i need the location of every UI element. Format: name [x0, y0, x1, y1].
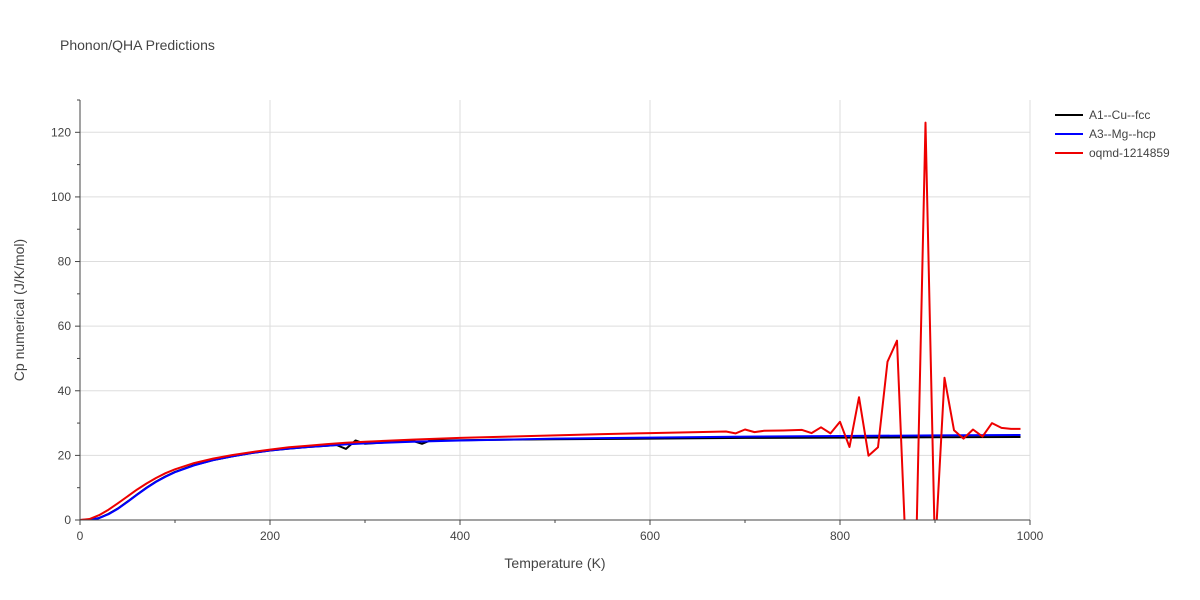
x-tick-label: 800 — [830, 529, 850, 543]
series-lines — [80, 121, 1021, 520]
y-tick-label: 120 — [51, 125, 71, 139]
x-tick-label: 400 — [450, 529, 470, 543]
y-tick-label: 80 — [58, 255, 72, 269]
y-axis-title: Cp numerical (J/K/mol) — [11, 239, 27, 381]
tick-labels: 0 200 400 600 800 1000 0 20 40 60 80 100 120 — [51, 125, 1044, 543]
x-tick-label: 1000 — [1017, 529, 1044, 543]
x-axis-title: Temperature (K) — [504, 555, 605, 571]
legend-item[interactable]: A1--Cu--fcc — [1055, 108, 1150, 122]
x-tick-label: 0 — [77, 529, 84, 543]
legend-item[interactable]: oqmd-1214859 — [1055, 146, 1170, 160]
series-line-3 — [80, 121, 1021, 520]
axes — [75, 99, 1031, 525]
y-tick-label: 20 — [58, 448, 72, 462]
legend-label: A1--Cu--fcc — [1089, 108, 1150, 122]
legend[interactable]: A1--Cu--fcc A3--Mg--hcp oqmd-1214859 — [1055, 108, 1170, 160]
legend-label: A3--Mg--hcp — [1089, 127, 1156, 141]
y-tick-label: 0 — [64, 513, 71, 527]
legend-item[interactable]: A3--Mg--hcp — [1055, 127, 1156, 141]
y-tick-label: 60 — [58, 319, 72, 333]
legend-label: oqmd-1214859 — [1089, 146, 1170, 160]
x-tick-label: 200 — [260, 529, 280, 543]
x-tick-label: 600 — [640, 529, 660, 543]
y-tick-label: 100 — [51, 190, 71, 204]
y-tick-label: 40 — [58, 384, 72, 398]
chart-title: Phonon/QHA Predictions — [60, 37, 215, 53]
